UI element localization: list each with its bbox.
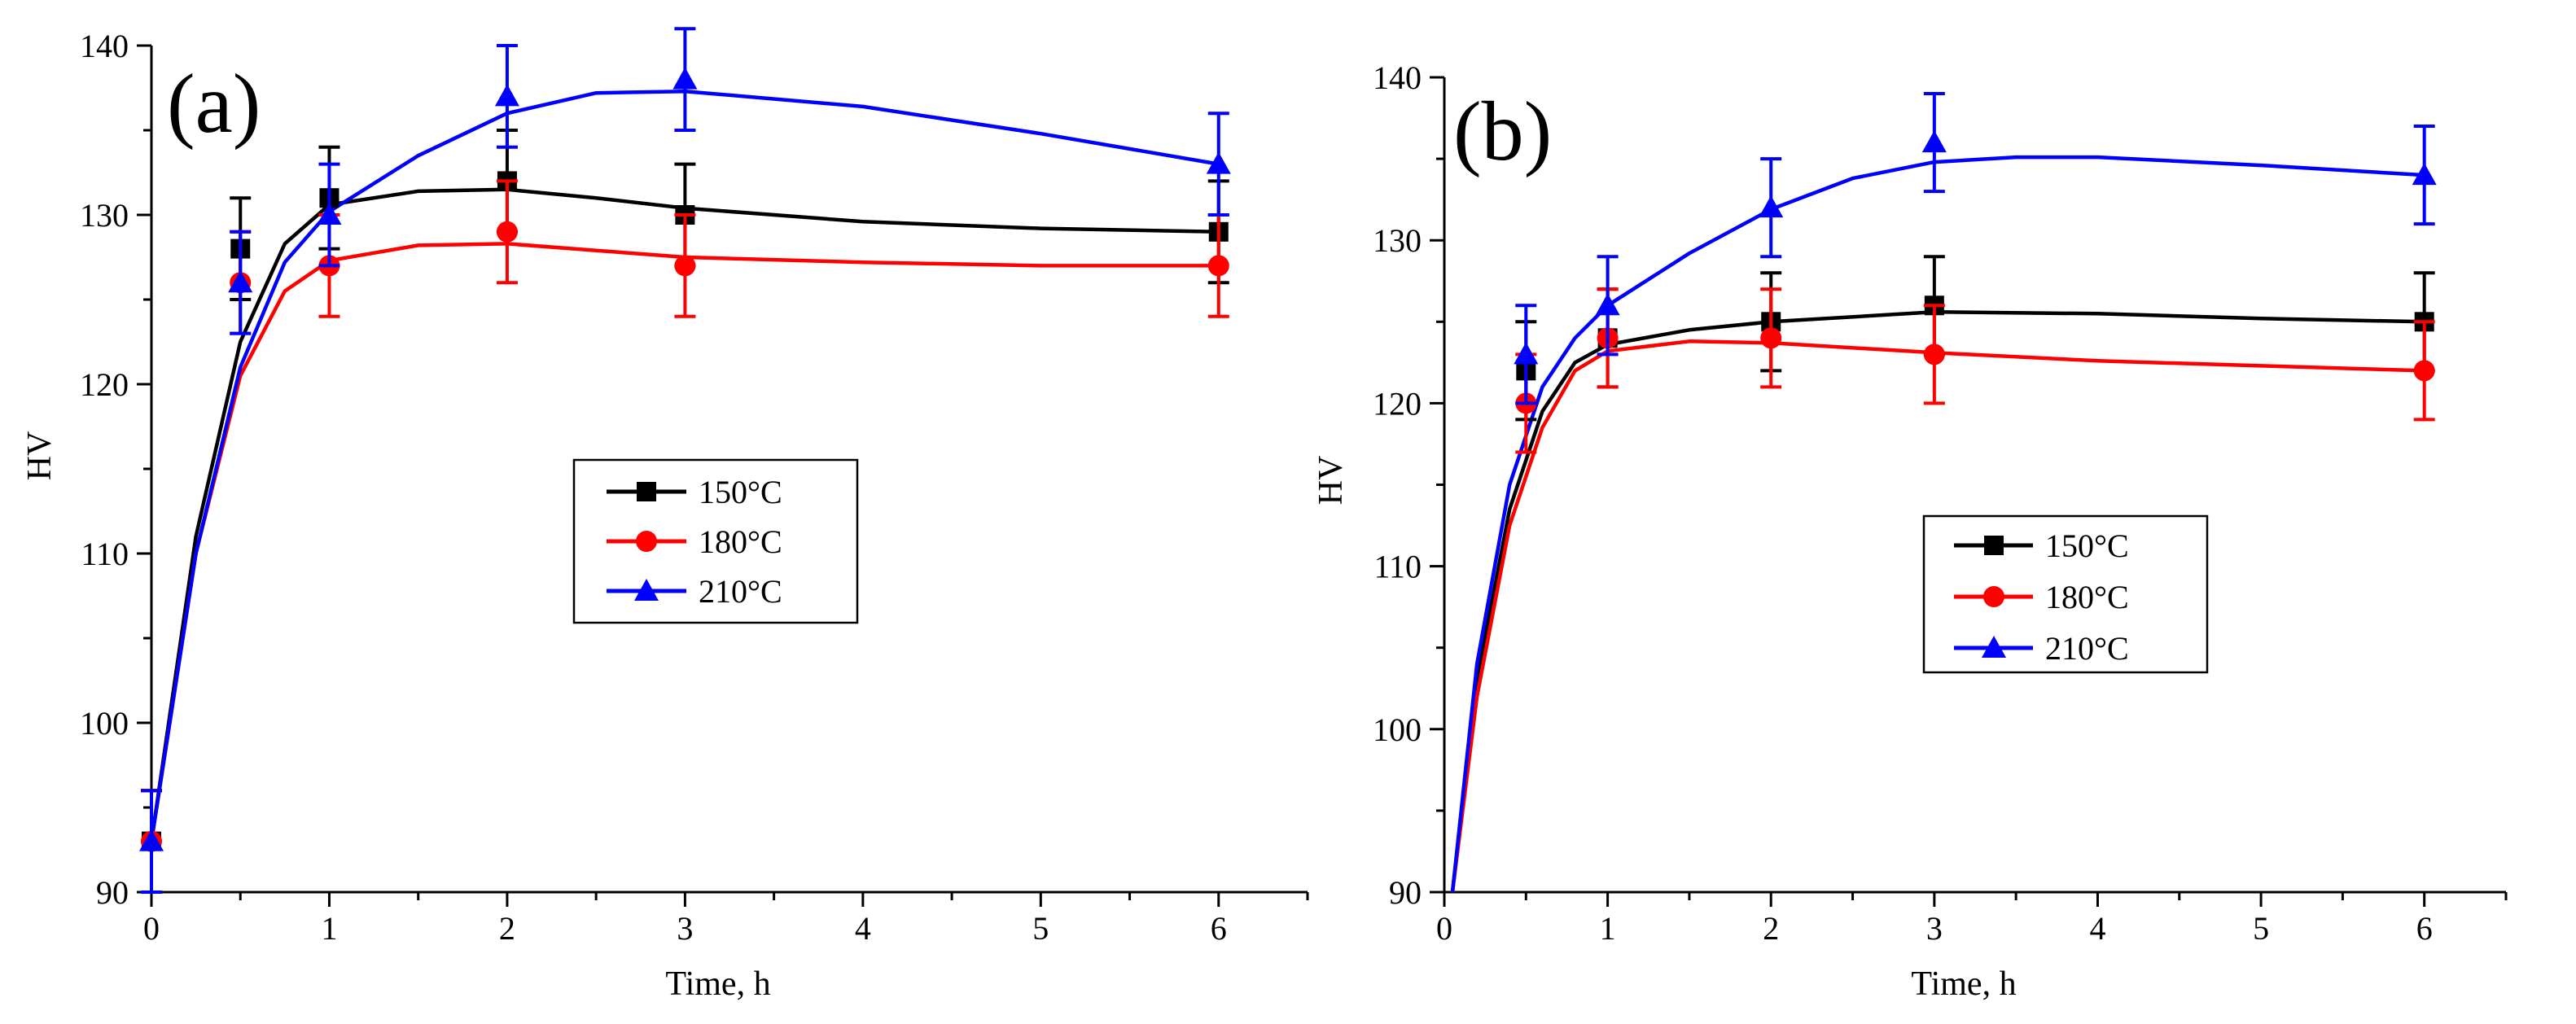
y-tick-label-b: 120 (1373, 385, 1422, 422)
legend-symbol-150-b (1984, 536, 2004, 555)
x-tick-label-a: 5 (1032, 910, 1049, 947)
series-210-point-b (2412, 163, 2437, 186)
series-180-curve-b (1450, 339, 2425, 893)
panel-label-b: (b) (1453, 85, 1552, 178)
legend-b: 150°C 180°C 210°C (1922, 514, 2209, 674)
series-150-curve-b (1450, 310, 2425, 893)
x-tick-label-b: 0 (1436, 910, 1452, 947)
y-tick-label-a: 120 (80, 366, 129, 403)
legend-label-150-a: 150°C (699, 474, 782, 510)
series-210-point-b (1921, 130, 1947, 153)
series-210-point-a (139, 829, 164, 851)
legend-symbol-210-b (1982, 636, 2006, 658)
series-210-point-a (228, 270, 253, 293)
y-tick-label-a: 100 (80, 705, 129, 742)
legend-symbol-180-b (1983, 586, 2004, 607)
series-210-point-a (494, 84, 519, 107)
legend-marker-180-a (636, 531, 657, 552)
series-210-point-a (672, 67, 698, 90)
x-tick-label-b: 3 (1926, 910, 1943, 947)
y-tick-label-a: 110 (81, 536, 129, 572)
x-axis-label-a: Time, h (665, 965, 770, 1003)
legend-symbol-180-a (636, 531, 657, 552)
legend-marker-210-b (1982, 636, 2006, 658)
x-tick-label-b: 4 (2089, 910, 2105, 947)
legend-label-180-b: 180°C (2045, 579, 2129, 615)
y-tick-label-a: 90 (96, 874, 129, 911)
series-180-point-a (674, 255, 696, 277)
legend-marker-150-b (1984, 536, 2004, 555)
x-tick-label-b: 1 (1600, 910, 1616, 947)
y-tick-label-b: 130 (1373, 222, 1422, 259)
chart-panel-a: (a) HV Time, h 0 1 2 3 4 5 690100110120130140 … (21, 27, 1309, 1003)
y-tick-label-b: 110 (1373, 549, 1422, 585)
legend-label-150-b: 150°C (2045, 527, 2129, 564)
x-tick-label-b: 6 (2416, 910, 2433, 947)
series-150-curve-a (149, 187, 1219, 842)
series-210-point-b (1514, 342, 1539, 365)
series-210-point-a (1206, 151, 1231, 174)
x-tick-label-b: 2 (1763, 910, 1779, 947)
x-tick-label-b: 5 (2253, 910, 2269, 947)
series-210-curve-b (1450, 155, 2425, 893)
x-tick-label-a: 3 (677, 910, 693, 947)
x-tick-label-a: 0 (143, 910, 160, 947)
panel-label-a: (a) (167, 57, 261, 151)
legend-marker-180-b (1983, 586, 2004, 607)
series-180-point-b (1760, 327, 1782, 349)
x-axis-label-b: Time, h (1911, 965, 2016, 1003)
legend-marker-210-a (634, 579, 659, 601)
y-tick-label-a: 130 (80, 197, 129, 234)
x-tick-label-a: 4 (855, 910, 871, 947)
x-tick-label-a: 1 (321, 910, 337, 947)
y-axis-label-b: HV (1312, 456, 1350, 505)
series-180-point-a (496, 221, 518, 243)
legend-label-210-a: 210°C (699, 573, 782, 610)
chart-panel-b: (b) HV Time, h 0 1 2 3 4 5 690100110120130140 … (1312, 59, 2508, 1003)
series-180-point-a (1207, 255, 1229, 277)
x-tick-label-a: 6 (1211, 910, 1227, 947)
x-tick-label-a: 2 (499, 910, 515, 947)
series-180-point-b (2413, 360, 2435, 382)
y-tick-label-a: 140 (80, 28, 129, 64)
series-210-curve-a (149, 89, 1220, 842)
series-210-point-b (1595, 293, 1620, 316)
legend-a: 150°C 180°C 210°C (572, 458, 859, 624)
legend-label-180-a: 180°C (699, 523, 782, 560)
legend-symbol-210-a (634, 579, 659, 601)
series-180-point-b (1923, 344, 1945, 365)
y-axis-label-a: HV (21, 431, 59, 481)
y-tick-label-b: 90 (1389, 874, 1422, 911)
series-210-point-b (1759, 195, 1784, 218)
legend-label-210-b: 210°C (2045, 630, 2129, 667)
y-tick-label-b: 100 (1373, 711, 1422, 748)
series-210-point-a (317, 203, 342, 225)
legend-marker-150-a (637, 482, 656, 501)
y-tick-label-b: 140 (1373, 59, 1422, 96)
legend-symbol-150-a (637, 482, 656, 501)
